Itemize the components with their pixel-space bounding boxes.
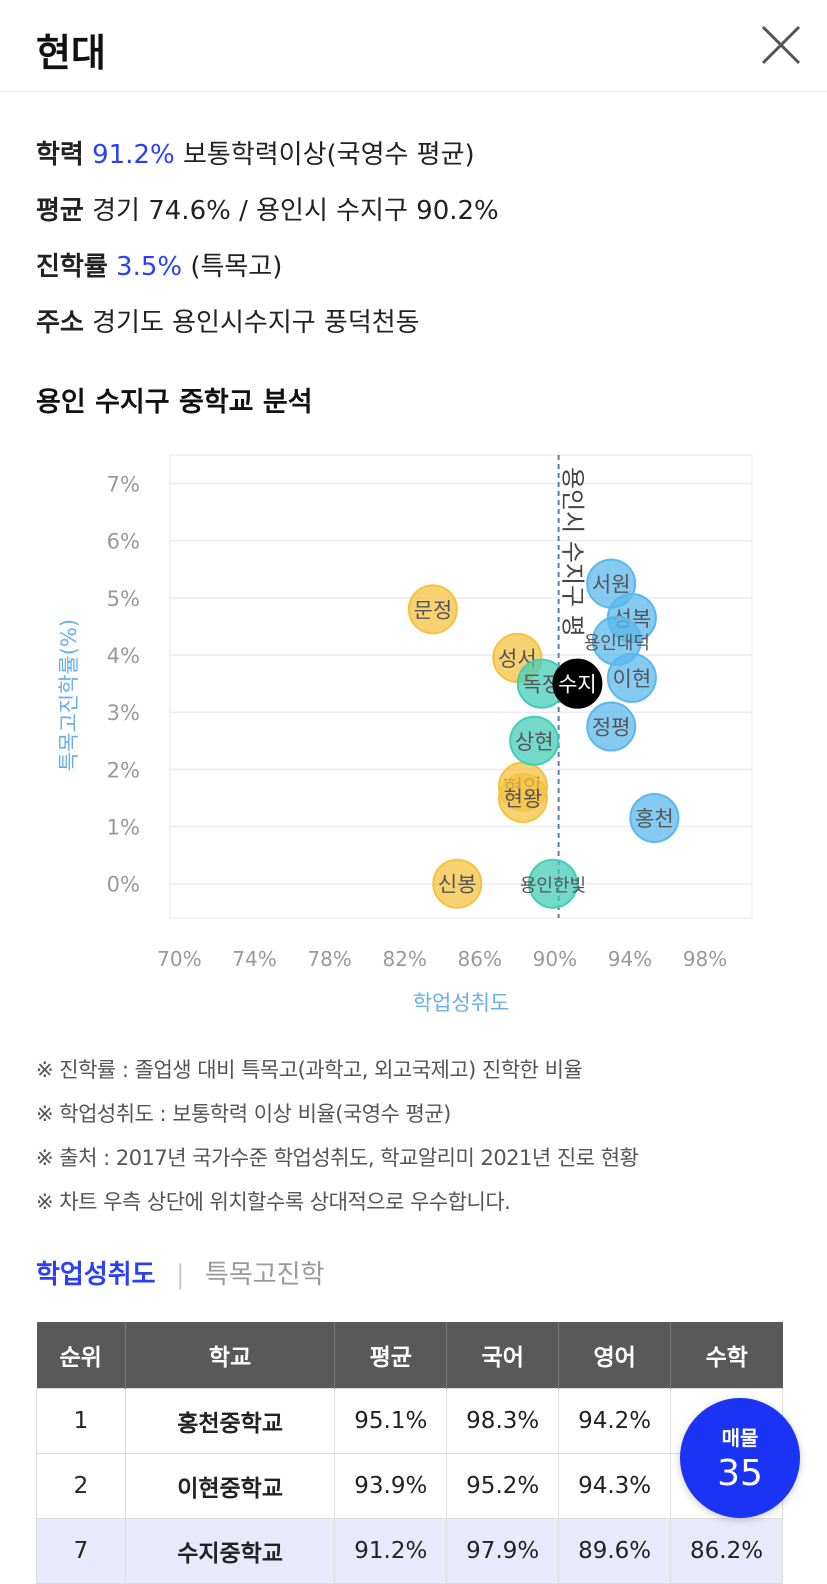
point-이현: [606, 652, 657, 703]
x-tick-label: 94%: [608, 947, 652, 971]
point-label: 용인한빛: [520, 876, 586, 897]
point-label: 상현: [515, 730, 554, 754]
point-용인한빛: [527, 858, 578, 909]
cell-kor: 97.9%: [446, 1517, 560, 1584]
note-4: ※ 차트 우측 상단에 위치할수록 상대적으로 우수합니다.: [36, 1190, 511, 1214]
fab-count: 35: [717, 1453, 763, 1494]
y-tick-label: 0%: [107, 873, 140, 897]
point-문정: [407, 584, 458, 635]
fab-label: 매물: [721, 1426, 759, 1450]
info-average: 평균 경기 74.6% / 용인시 수지구 90.2%: [36, 190, 499, 227]
cell-rank: 2: [36, 1452, 126, 1519]
point-label: 서원: [592, 573, 631, 597]
point-label: 수지: [558, 673, 597, 697]
x-tick-label: 82%: [382, 947, 426, 971]
y-tick-label: 7%: [107, 473, 140, 497]
advancement-value: 3.5%: [116, 252, 183, 282]
point-정평: [586, 701, 637, 752]
achievement-value: 91.2%: [92, 140, 175, 170]
x-tick-label: 86%: [458, 947, 502, 971]
cell-rank: 1: [36, 1387, 126, 1454]
y-tick-label: 5%: [107, 587, 140, 611]
point-label: 현왕: [504, 787, 543, 811]
note-1: ※ 진학률 : 졸업생 대비 특목고(과학고, 외고국제고) 진학한 비율: [36, 1058, 583, 1082]
achievement-desc: 보통학력이상(국영수 평균): [182, 140, 475, 170]
y-axis-label: 특목고진학률(%): [57, 619, 81, 771]
y-tick-label: 4%: [107, 644, 140, 668]
cell-avg: 93.9%: [334, 1452, 448, 1519]
tab-achievement[interactable]: 학업성취도: [36, 1260, 156, 1290]
ranking-table: 순위 학교 평균 국어 영어 수학 1 홍천중학교 95.1% 98.3% 94…: [36, 1322, 783, 1584]
cell-school: 수지중학교: [124, 1517, 336, 1584]
cell-avg: 91.2%: [334, 1517, 448, 1584]
note-3: ※ 출처 : 2017년 국가수준 학업성취도, 학교알리미 2021년 진로 …: [36, 1146, 639, 1170]
cell-kor: 98.3%: [446, 1387, 560, 1454]
header-eng: 영어: [558, 1322, 672, 1388]
cell-rank: 7: [36, 1517, 126, 1584]
cell-eng: 89.6%: [558, 1517, 672, 1584]
header-rank: 순위: [36, 1322, 126, 1388]
y-tick-label: 6%: [107, 530, 140, 554]
address-key: 주소: [36, 308, 84, 338]
cell-math: 86.2%: [670, 1517, 783, 1584]
point-label: 신봉: [438, 873, 477, 897]
x-tick-label: 90%: [533, 947, 577, 971]
achievement-key: 학력: [36, 140, 84, 170]
page-title: 현대: [36, 31, 106, 75]
cell-school: 이현중학교: [124, 1452, 336, 1519]
info-address: 주소 경기도 용인시수지구 풍덕천동: [36, 302, 420, 339]
point-label: 문정: [414, 598, 453, 622]
point-label: 용인대덕: [584, 633, 650, 654]
point-현왕: [497, 772, 548, 823]
advancement-desc: (특목고): [190, 252, 283, 282]
header-math: 수학: [670, 1322, 783, 1388]
info-advancement: 진학률 3.5% (특목고): [36, 246, 282, 283]
cell-eng: 94.3%: [558, 1452, 672, 1519]
average-value: 경기 74.6% / 용인시 수지구 90.2%: [92, 196, 499, 226]
x-tick-label: 98%: [683, 947, 727, 971]
note-2: ※ 학업성취도 : 보통학력 이상 비율(국영수 평균): [36, 1102, 451, 1126]
header: 현대: [0, 0, 827, 92]
x-tick-label: 70%: [157, 947, 201, 971]
table-row[interactable]: 1 홍천중학교 95.1% 98.3% 94.2% 9: [36, 1387, 783, 1454]
point-label: 이현: [613, 667, 652, 691]
listings-fab-button[interactable]: 매물 35: [680, 1398, 800, 1518]
table-row[interactable]: 2 이현중학교 93.9% 95.2% 94.3%: [36, 1452, 783, 1519]
header-school: 학교: [125, 1322, 336, 1388]
header-kor: 국어: [446, 1322, 560, 1388]
reference-line-label: 용인시 수지구 평: [559, 467, 587, 637]
table-header-row: 순위 학교 평균 국어 영어 수학: [36, 1322, 783, 1388]
tab-bar: 학업성취도 | 특목고진학: [36, 1254, 325, 1291]
plot-area: [169, 454, 753, 919]
point-홍천: [629, 792, 680, 843]
tab-special-school[interactable]: 특목고진학: [204, 1260, 325, 1290]
cell-school: 홍천중학교: [124, 1387, 336, 1454]
y-tick-label: 3%: [107, 701, 140, 725]
x-axis-label: 학업성취도: [413, 991, 510, 1015]
point-신봉: [432, 858, 483, 909]
scatter-chart: 0% 1% 2% 3% 4% 5% 6% 7% 70% 74% 78% 82% 86% 90% 94% 98%…: [57, 454, 753, 1015]
close-icon[interactable]: [760, 24, 802, 66]
point-label: 홍천: [635, 807, 674, 831]
tab-divider: |: [175, 1260, 185, 1290]
info-achievement: 학력 91.2% 보통학력이상(국영수 평균): [36, 134, 475, 171]
x-tick-label: 74%: [232, 947, 276, 971]
y-tick-label: 1%: [107, 816, 140, 840]
cell-eng: 94.2%: [558, 1387, 672, 1454]
y-tick-label: 2%: [107, 758, 140, 782]
table-row-selected[interactable]: 7 수지중학교 91.2% 97.9% 89.6% 86.2%: [36, 1517, 783, 1584]
advancement-key: 진학률: [36, 252, 108, 282]
x-tick-label: 78%: [307, 947, 351, 971]
cell-avg: 95.1%: [334, 1387, 448, 1454]
header-avg: 평균: [334, 1322, 448, 1388]
point-label: 정평: [592, 716, 631, 740]
average-key: 평균: [36, 196, 84, 226]
address-value: 경기도 용인시수지구 풍덕천동: [92, 308, 420, 338]
point-수지: [552, 658, 603, 709]
cell-kor: 95.2%: [446, 1452, 560, 1519]
point-상현: [509, 715, 560, 766]
section-title: 용인 수지구 중학교 분석: [36, 387, 313, 418]
